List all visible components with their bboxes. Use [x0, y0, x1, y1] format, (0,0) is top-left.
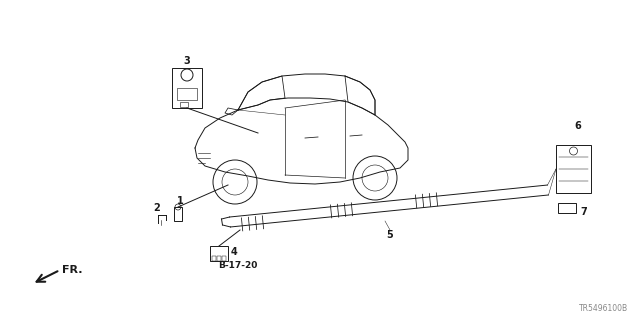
- Text: TR5496100B: TR5496100B: [579, 304, 628, 313]
- Bar: [558, 203, 576, 213]
- Bar: [212, 256, 216, 261]
- Text: FR.: FR.: [62, 265, 83, 275]
- Bar: [222, 256, 226, 261]
- Text: 5: 5: [387, 230, 394, 240]
- Text: B-17-20: B-17-20: [218, 260, 258, 269]
- Bar: [556, 145, 591, 193]
- Bar: [217, 256, 221, 261]
- Text: 7: 7: [580, 207, 587, 217]
- Text: 1: 1: [177, 196, 184, 206]
- Bar: [174, 207, 182, 221]
- Text: 3: 3: [184, 56, 190, 66]
- Text: 4: 4: [231, 247, 237, 257]
- Text: 2: 2: [154, 203, 161, 213]
- Bar: [177, 88, 197, 100]
- Bar: [210, 246, 228, 261]
- Bar: [180, 102, 188, 107]
- Bar: [172, 68, 202, 108]
- Text: 6: 6: [575, 121, 581, 131]
